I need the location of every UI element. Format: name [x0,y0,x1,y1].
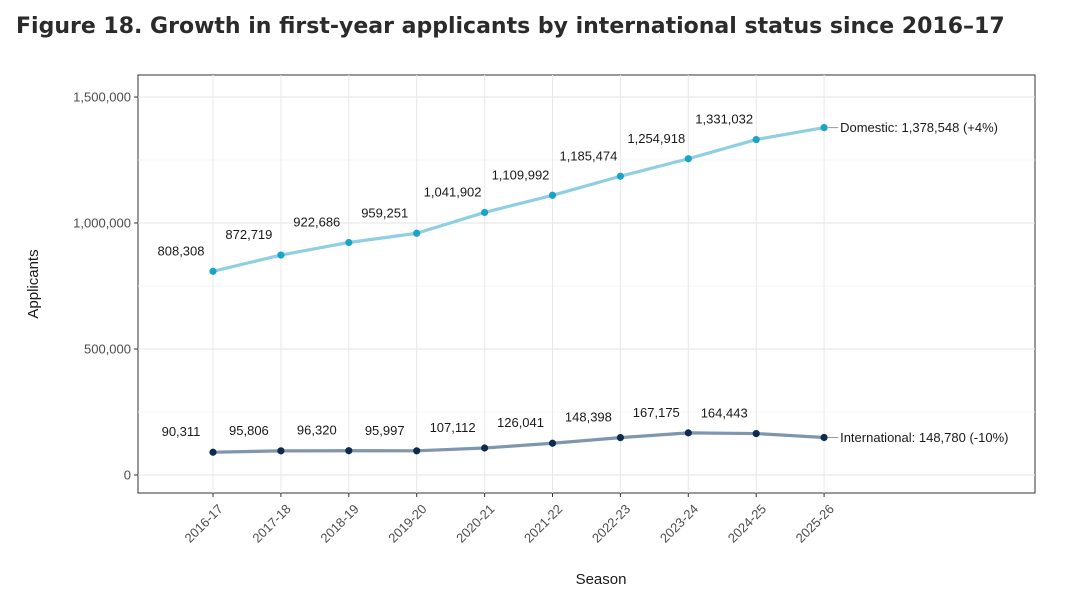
domestic-data-label: 1,254,918 [627,131,685,146]
domestic-point [752,135,760,144]
international-point [684,429,692,437]
domestic-point [413,229,421,237]
international-end-label: International: 148,780 (-10%) [840,430,1008,445]
series-group: 808,308 872,719 922,686 959,251 1,041,902 1,1… [158,112,1008,456]
x-tick-label: 2022-23 [589,501,633,545]
international-point [345,447,353,455]
domestic-data-label: 808,308 [158,243,205,258]
domestic-data-label: 1,185,474 [559,148,617,163]
x-tick-label: 2024-25 [725,501,769,545]
domestic-point [616,172,625,180]
international-point [548,439,557,447]
y-axis-ticks: 0 500,000 1,000,000 1,500,000 [73,90,138,483]
figure-title: Figure 18. Growth in first-year applican… [16,14,1005,39]
plot-panel-border [137,74,1036,494]
international-data-label: 107,112 [430,420,476,435]
domestic-point [481,208,489,217]
x-tick-label: 2020-21 [453,501,497,545]
domestic-point [548,191,557,199]
y-tick-label: 500,000 [84,342,131,357]
international-data-label: 95,806 [229,423,269,438]
y-tick-label: 1,500,000 [73,90,131,105]
domestic-end-label: Domestic: 1,378,548 (+4%) [840,120,998,135]
x-axis-title: Season [576,571,627,588]
domestic-point [209,267,217,275]
international-point [413,447,421,455]
x-axis-ticks: 2016-17 2017-18 2018-19 2019-20 2020-21 2021-… [182,493,837,546]
international-point [481,444,489,452]
international-point [616,434,625,442]
x-tick-label: 2021-22 [521,501,565,545]
international-data-label: 164,443 [701,406,748,421]
y-tick-label: 1,000,000 [73,216,131,231]
international-data-label: 148,398 [565,410,612,425]
domestic-data-label: 1,041,902 [424,184,482,199]
domestic-point [684,155,692,163]
domestic-line [211,126,826,273]
domestic-data-label: 1,109,992 [492,167,550,182]
international-data-label: 90,311 [162,424,201,439]
x-tick-label: 2025-26 [793,501,837,545]
domestic-point [820,124,828,132]
international-point [820,433,828,442]
gridlines [138,75,1035,493]
international-data-label: 167,175 [633,405,680,420]
international-point [752,429,760,438]
international-point [277,447,285,455]
x-tick-label: 2017-18 [249,501,293,545]
domestic-data-label: 922,686 [293,214,340,229]
y-tick-label: 0 [124,468,131,483]
international-data-label: 96,320 [297,423,337,438]
international-point [209,448,217,456]
series-international: 90,311 95,806 96,320 95,997 107,112 126,041 14… [162,405,1008,456]
international-line [211,431,826,454]
y-axis-title: Applicants [25,249,42,318]
x-tick-label: 2023-24 [657,501,701,545]
domestic-data-label: 872,719 [225,227,272,242]
x-tick-label: 2019-20 [385,501,429,545]
x-tick-label: 2016-17 [182,501,226,545]
domestic-data-label: 1,331,032 [695,112,753,127]
international-data-label: 126,041 [497,415,544,430]
international-data-label: 95,997 [365,423,405,438]
domestic-point [277,251,285,259]
x-tick-label: 2018-19 [317,501,361,545]
series-domestic: 808,308 872,719 922,686 959,251 1,041,902 1,1… [158,112,998,275]
domestic-point [345,238,353,247]
domestic-data-label: 959,251 [361,205,408,220]
